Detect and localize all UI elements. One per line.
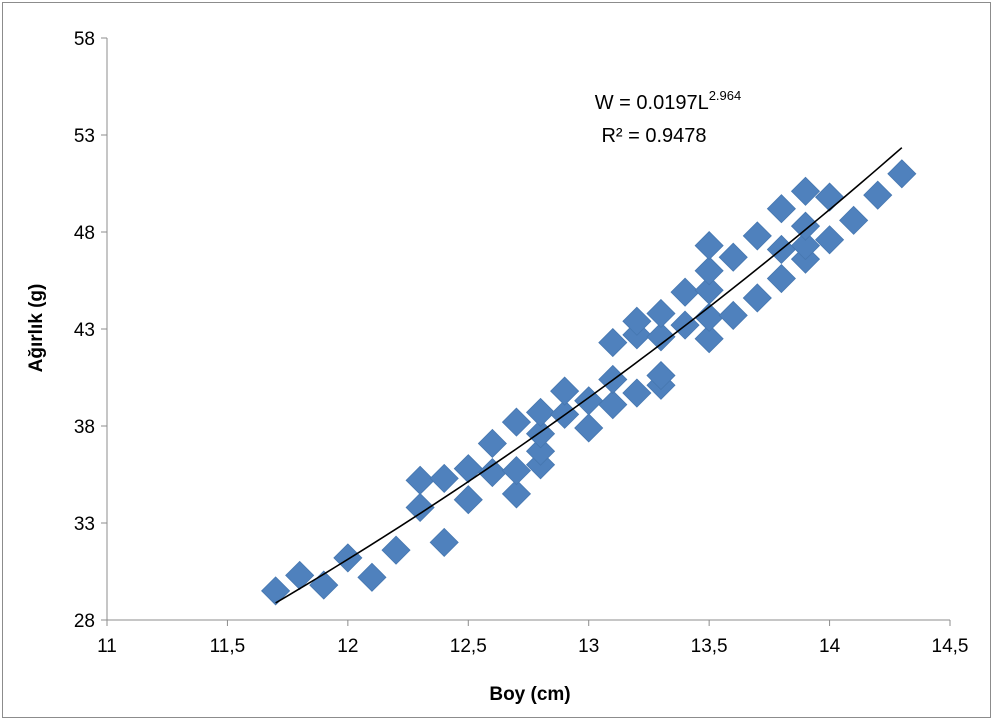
data-point: [525, 419, 556, 449]
data-point: [718, 300, 748, 330]
y-tick-label: 38: [74, 417, 95, 438]
y-tick-label: 43: [74, 320, 95, 341]
data-point: [694, 324, 724, 354]
data-point: [790, 211, 821, 241]
data-point: [766, 194, 796, 224]
y-axis-title: Ağırlık (g): [26, 284, 47, 373]
data-point: [574, 386, 604, 416]
data-point: [333, 543, 363, 573]
x-tick-label: 13,5: [691, 636, 728, 657]
data-point: [815, 225, 845, 255]
data-point: [525, 397, 556, 427]
x-tick-label: 11,5: [210, 636, 246, 657]
data-point: [574, 413, 604, 443]
trendline-equation: W = 0.0197L2.964: [595, 88, 742, 114]
data-point: [405, 465, 435, 495]
data-point: [694, 302, 724, 332]
x-tick-label: 13: [578, 636, 599, 657]
data-point: [815, 182, 845, 212]
x-tick-label: 14,5: [932, 636, 969, 657]
y-tick-label: 53: [74, 126, 95, 147]
data-point: [453, 485, 483, 515]
data-point: [501, 407, 532, 437]
x-tick-label: 12,5: [450, 636, 487, 657]
data-point: [863, 180, 893, 210]
data-points: [261, 159, 917, 606]
data-point: [670, 277, 700, 307]
x-axis: 11 11,5 12 12,5 13 13,5 14 14,5: [97, 619, 969, 657]
x-axis-title: Boy (cm): [489, 684, 570, 705]
data-point: [742, 283, 772, 313]
data-point: [766, 263, 796, 294]
data-point: [429, 463, 459, 493]
data-point: [839, 205, 869, 235]
data-point: [622, 306, 652, 336]
data-point: [598, 390, 628, 420]
data-point: [501, 456, 532, 486]
data-point: [718, 242, 748, 272]
data-point: [477, 457, 507, 488]
data-point: [261, 576, 291, 606]
data-point: [646, 298, 676, 329]
trendline: [275, 147, 903, 604]
data-point: [453, 454, 483, 484]
data-point: [429, 527, 459, 557]
y-tick-label: 48: [74, 223, 95, 244]
data-point: [622, 378, 652, 408]
data-point: [357, 562, 387, 592]
r-squared-label: R² = 0.9478: [601, 125, 706, 147]
data-point: [598, 328, 628, 358]
y-axis: 28 33 38 43 48 53 58: [74, 29, 108, 632]
data-point: [742, 221, 772, 251]
data-point: [550, 376, 580, 406]
x-tick-label: 14: [819, 636, 841, 657]
y-tick-label: 58: [74, 29, 95, 50]
equation-exponent: 2.964: [709, 88, 742, 103]
data-point: [694, 275, 724, 305]
data-point: [477, 428, 507, 459]
x-tick-label: 12: [337, 636, 358, 657]
data-point: [501, 479, 532, 509]
data-point: [646, 322, 676, 352]
data-point: [790, 176, 821, 206]
data-point: [694, 256, 724, 286]
equation-base: W = 0.0197L: [595, 92, 709, 114]
y-tick-label: 33: [74, 514, 95, 535]
data-point: [694, 231, 724, 261]
data-point: [646, 360, 676, 391]
y-tick-label: 28: [74, 611, 95, 632]
data-point: [887, 159, 917, 189]
data-point: [790, 231, 821, 261]
x-tick-label: 11: [97, 636, 117, 657]
data-point: [525, 436, 556, 466]
data-point: [381, 535, 411, 565]
data-point: [405, 492, 435, 523]
